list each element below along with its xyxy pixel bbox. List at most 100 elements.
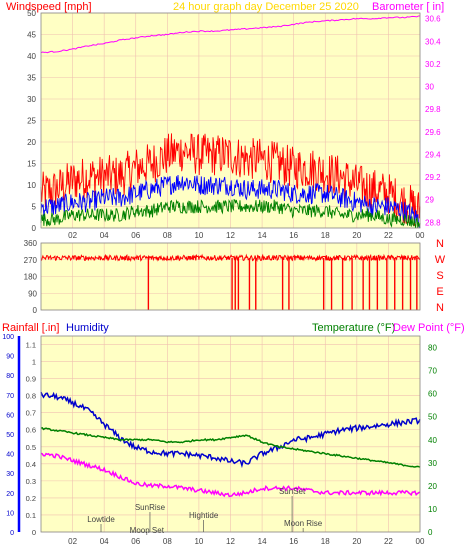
barometer-tick-label: 29.8 <box>425 105 441 114</box>
humidity-series <box>40 391 421 469</box>
temperature-tick-label: 60 <box>428 390 437 399</box>
rain-tick-label: 0.2 <box>26 494 36 503</box>
humidity-tick-label: 0 <box>10 530 14 537</box>
temperature-tick-label: 40 <box>428 436 437 445</box>
climate-x-tick-label: 02 <box>68 537 77 546</box>
wind-tick-label: 5 <box>32 203 37 212</box>
rain-tick-label: 1.1 <box>26 341 36 350</box>
tide-label: SunRise <box>135 503 166 512</box>
direction-tick-label: 360 <box>24 239 38 248</box>
barometer-tick-label: 30.6 <box>425 15 441 24</box>
climate-x-tick-label: 22 <box>384 537 393 546</box>
rain-tick-label: 0 <box>32 528 36 537</box>
tide-label: Hightide <box>189 511 219 520</box>
humidity-label: Humidity <box>66 322 109 334</box>
temperature-tick-label: 0 <box>428 528 433 537</box>
temperature-tick-label: 30 <box>428 459 437 468</box>
temperature-tick-label: 50 <box>428 413 437 422</box>
dewpoint-series <box>40 452 421 498</box>
climate-series <box>40 391 421 498</box>
dewpoint-label: Dew Point (°F) <box>393 322 465 334</box>
temperature-label: Temperature (°F) <box>312 322 395 334</box>
humidity-tick-label: 30 <box>6 471 14 478</box>
wind-direction-series <box>40 253 420 263</box>
wind-tick-label: 45 <box>27 31 36 40</box>
compass-letter: W <box>435 254 446 266</box>
temperature-tick-label: 70 <box>428 367 437 376</box>
wind-x-tick-label: 04 <box>100 231 109 240</box>
wind-plot-frame <box>40 12 421 229</box>
climate-x-tick-label: 04 <box>100 537 109 546</box>
barometer-tick-label: 29.4 <box>425 150 441 159</box>
rain-tick-label: 0.6 <box>26 426 36 435</box>
direction-series <box>40 253 420 310</box>
barometer-tick-label: 30.2 <box>425 60 441 69</box>
tide-label: SunSet <box>279 487 306 496</box>
wind-x-tick-label: 10 <box>194 231 203 240</box>
barometer-tick-label: 28.8 <box>425 218 441 227</box>
climate-x-tick-label: 10 <box>194 537 203 546</box>
temperature-series <box>40 426 421 468</box>
windspeed-label: Windspeed [mph] <box>6 1 92 13</box>
wind-series <box>40 15 421 229</box>
rain-tick-label: 0.9 <box>26 375 36 384</box>
barometer-series <box>40 15 420 54</box>
humidity-tick-label: 40 <box>6 452 14 459</box>
humidity-tick-label: 90 <box>6 354 14 361</box>
graph-title: 24 hour graph day December 25 2020 <box>173 1 359 13</box>
wind-x-tick-label: 18 <box>321 231 330 240</box>
rain-tick-label: 0.4 <box>26 460 36 469</box>
climate-axes: 1.110.90.80.70.60.50.40.30.20.1010090807… <box>2 334 437 546</box>
wind-x-tick-label: 14 <box>258 231 267 240</box>
wind-tick-label: 10 <box>27 181 36 190</box>
temperature-tick-label: 80 <box>428 344 437 353</box>
humidity-tick-label: 70 <box>6 393 14 400</box>
wind-x-tick-label: 06 <box>131 231 140 240</box>
wind-tick-label: 20 <box>27 138 36 147</box>
barometer-tick-label: 29 <box>425 196 434 205</box>
wind-x-tick-label: 22 <box>384 231 393 240</box>
rain-tick-label: 0.1 <box>26 511 36 520</box>
climate-x-tick-label: 06 <box>131 537 140 546</box>
humidity-tick-label: 80 <box>6 373 14 380</box>
barometer-label: Barometer [ in] <box>372 1 444 13</box>
wind-tick-label: 15 <box>27 160 36 169</box>
wind-gust-series <box>40 133 421 227</box>
wind-x-tick-label: 08 <box>163 231 172 240</box>
wind-tick-label: 50 <box>27 9 36 18</box>
direction-axes: 360 270 180 90 0 <box>24 239 421 315</box>
tide-label: Lowtide <box>87 515 115 524</box>
wind-tick-label: 0 <box>32 224 37 233</box>
rain-tick-label: 0.7 <box>26 409 36 418</box>
wind-x-tick-label: 00 <box>416 231 425 240</box>
compass-letter: E <box>436 286 443 298</box>
rain-tick-label: 0.5 <box>26 443 36 452</box>
wind-x-tick-label: 02 <box>68 231 77 240</box>
rain-tick-label: 0.8 <box>26 392 36 401</box>
direction-tick-label: 90 <box>28 289 37 298</box>
climate-x-tick-label: 16 <box>289 537 298 546</box>
direction-tick-label: 180 <box>24 273 38 282</box>
wind-tick-label: 40 <box>27 52 36 61</box>
wind-axes: 5045403530252015105030.630.430.23029.829… <box>27 9 441 240</box>
wind-x-tick-label: 16 <box>289 231 298 240</box>
wind-x-tick-label: 20 <box>352 231 361 240</box>
compass-letter: S <box>436 270 443 282</box>
rainfall-label: Rainfall [.in] <box>2 322 59 334</box>
wind-tick-label: 30 <box>27 95 36 104</box>
climate-plot-frame <box>40 335 421 533</box>
humidity-tick-label: 10 <box>6 510 14 517</box>
wind-tick-label: 25 <box>27 117 36 126</box>
barometer-tick-label: 29.2 <box>425 173 441 182</box>
climate-x-tick-label: 12 <box>226 537 235 546</box>
barometer-tick-label: 29.6 <box>425 128 441 137</box>
humidity-tick-label: 20 <box>6 491 14 498</box>
humidity-tick-label: 60 <box>6 412 14 419</box>
rain-tick-label: 1 <box>32 358 36 367</box>
wind-tick-label: 35 <box>27 74 36 83</box>
climate-x-tick-label: 00 <box>416 537 425 546</box>
direction-tick-label: 270 <box>24 256 38 265</box>
